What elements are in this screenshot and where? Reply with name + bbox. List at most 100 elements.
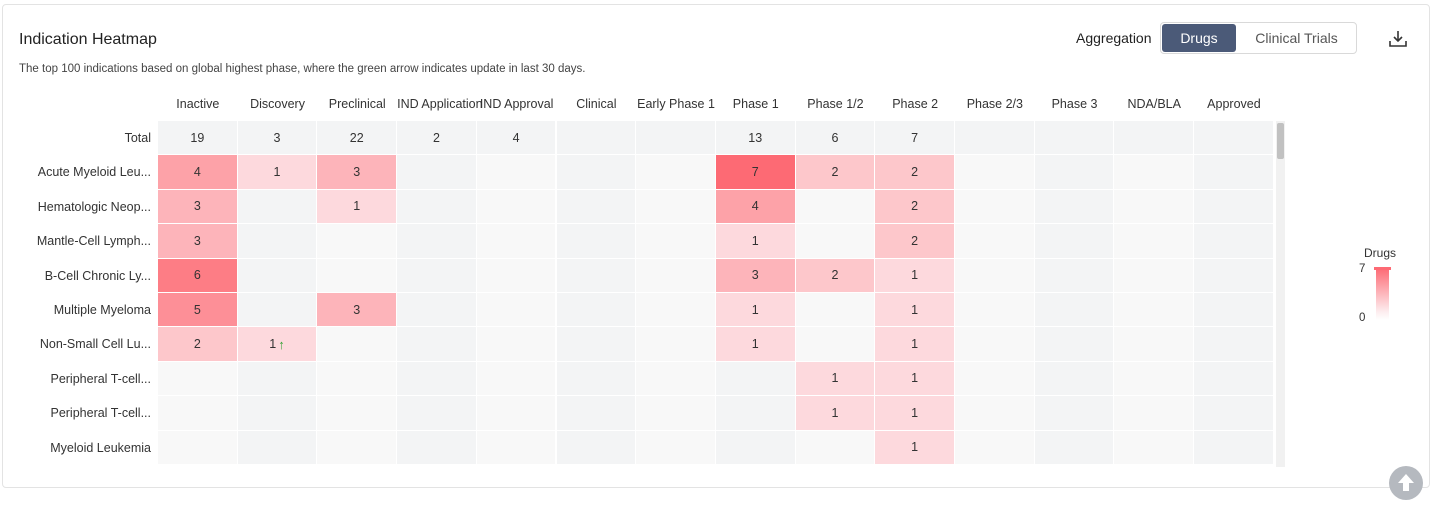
legend-range-handle[interactable] <box>1374 267 1391 270</box>
heatmap-cell <box>238 396 318 430</box>
heatmap-cell[interactable]: 2 <box>796 259 876 293</box>
heatmap-cell <box>1035 224 1115 258</box>
scrollbar-thumb[interactable] <box>1277 123 1284 159</box>
heatmap-cell <box>397 190 477 224</box>
heatmap-cell <box>477 431 557 465</box>
heatmap-cell <box>636 259 716 293</box>
heatmap-cell <box>397 224 477 258</box>
cell-value: 4 <box>752 199 759 213</box>
cell-value: 1 <box>752 303 759 317</box>
heatmap-cell <box>238 259 318 293</box>
heatmap-cell[interactable]: 6 <box>158 259 238 293</box>
heatmap-cell <box>716 431 796 465</box>
heatmap-cell[interactable]: 1 <box>875 259 955 293</box>
heatmap-cell[interactable]: 1 <box>317 190 397 224</box>
heatmap-cell <box>1194 259 1274 293</box>
heatmap-cell <box>397 396 477 430</box>
row-label[interactable]: Myeloid Leukemia <box>3 431 151 465</box>
heatmap-cell[interactable]: 1 <box>716 224 796 258</box>
heatmap-cell <box>1114 396 1194 430</box>
heatmap-cell[interactable]: 1↑ <box>238 327 318 361</box>
heatmap-cell[interactable]: 1 <box>875 327 955 361</box>
row-label[interactable]: Peripheral T-cell... <box>3 396 151 430</box>
cell-value: 6 <box>194 268 201 282</box>
heatmap-cell <box>636 327 716 361</box>
heatmap-cell[interactable]: 1 <box>796 362 876 396</box>
heatmap-cell[interactable]: 3 <box>716 259 796 293</box>
heatmap-cell <box>317 431 397 465</box>
heatmap-cell <box>636 362 716 396</box>
heatmap-cell[interactable]: 1 <box>875 362 955 396</box>
heatmap-cell <box>317 224 397 258</box>
row-label[interactable]: Mantle-Cell Lymph... <box>3 224 151 258</box>
heatmap-cell[interactable]: 1 <box>875 431 955 465</box>
arrow-up-icon <box>1398 474 1414 491</box>
heatmap-cell[interactable]: 1 <box>238 155 318 189</box>
heatmap-cell[interactable]: 2 <box>875 155 955 189</box>
heatmap-cell <box>1035 293 1115 327</box>
cell-value: 1 <box>911 337 918 351</box>
heatmap-cell <box>1114 224 1194 258</box>
cell-value: 1 <box>911 303 918 317</box>
heatmap-cell <box>1035 431 1115 465</box>
heatmap-cell <box>1035 396 1115 430</box>
heatmap-cell[interactable]: 4 <box>158 155 238 189</box>
aggregation-option-clinical-trials[interactable]: Clinical Trials <box>1237 23 1356 53</box>
heatmap-cell[interactable]: 2 <box>796 155 876 189</box>
row-label[interactable]: Hematologic Neop... <box>3 190 151 224</box>
cell-value: 2 <box>911 199 918 213</box>
heatmap-cell <box>1035 327 1115 361</box>
heatmap-cell[interactable]: 3 <box>317 293 397 327</box>
row-label[interactable]: Multiple Myeloma <box>3 293 151 327</box>
column-header: NDA/BLA <box>1114 97 1194 119</box>
heatmap-scrollbar[interactable] <box>1276 121 1285 467</box>
heatmap-cell[interactable]: 1 <box>875 293 955 327</box>
heatmap-cell <box>716 362 796 396</box>
heatmap-cell <box>636 155 716 189</box>
heatmap-cell <box>955 259 1035 293</box>
heatmap-cell <box>716 396 796 430</box>
heatmap-cell[interactable]: 2 <box>158 327 238 361</box>
total-cell: 19 <box>158 121 238 155</box>
heatmap-cell[interactable]: 7 <box>716 155 796 189</box>
heatmap-cell[interactable]: 1 <box>875 396 955 430</box>
cell-value: 1 <box>911 371 918 385</box>
cell-value: 3 <box>752 268 759 282</box>
heatmap-cell <box>158 362 238 396</box>
download-icon[interactable] <box>1386 27 1410 51</box>
column-header: Phase 3 <box>1035 97 1115 119</box>
heatmap-cell <box>796 327 876 361</box>
heatmap-cell[interactable]: 3 <box>317 155 397 189</box>
legend-color-bar <box>1376 268 1389 320</box>
heatmap-cell[interactable]: 3 <box>158 224 238 258</box>
row-label[interactable]: Acute Myeloid Leu... <box>3 155 151 189</box>
cell-value: 4 <box>513 131 520 145</box>
heatmap-cell[interactable]: 3 <box>158 190 238 224</box>
heatmap-cell <box>636 190 716 224</box>
heatmap-cell <box>1194 155 1274 189</box>
heatmap-cell[interactable]: 1 <box>796 396 876 430</box>
cell-value: 2 <box>831 268 838 282</box>
heatmap-cell[interactable]: 2 <box>875 224 955 258</box>
column-header: Clinical <box>557 97 637 119</box>
row-label[interactable]: B-Cell Chronic Ly... <box>3 259 151 293</box>
heatmap-cell[interactable]: 4 <box>716 190 796 224</box>
heatmap-cell[interactable]: 2 <box>875 190 955 224</box>
heatmap-cell <box>1194 327 1274 361</box>
heatmap-cell[interactable]: 5 <box>158 293 238 327</box>
heatmap-cell[interactable]: 1 <box>716 327 796 361</box>
heatmap-cell[interactable]: 1 <box>716 293 796 327</box>
cell-value: 2 <box>831 165 838 179</box>
row-label[interactable]: Peripheral T-cell... <box>3 362 151 396</box>
heatmap-cell <box>317 396 397 430</box>
aggregation-toggle: Drugs Clinical Trials <box>1160 22 1357 54</box>
heatmap-cell <box>397 327 477 361</box>
column-header: Discovery <box>238 97 318 119</box>
row-label[interactable]: Non-Small Cell Lu... <box>3 327 151 361</box>
heatmap-cell <box>477 155 557 189</box>
heatmap-cell <box>477 224 557 258</box>
heatmap-cell <box>1194 293 1274 327</box>
aggregation-option-drugs[interactable]: Drugs <box>1162 24 1236 52</box>
heatmap-cell <box>397 155 477 189</box>
scroll-to-top-button[interactable] <box>1389 466 1423 500</box>
